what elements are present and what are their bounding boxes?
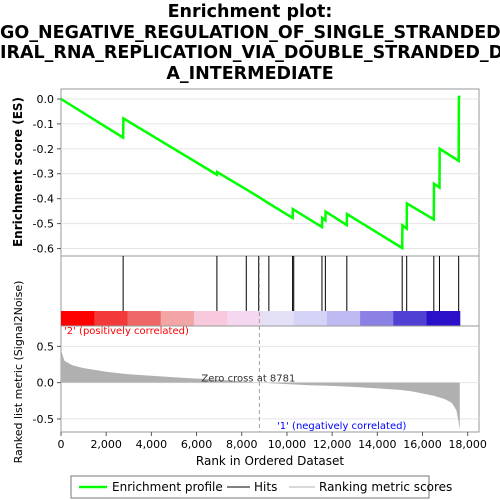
legend-metric-label: Ranking metric scores — [319, 480, 452, 494]
heat-segment — [426, 311, 461, 326]
es-axis-label: Enrichment score (ES) — [11, 97, 25, 247]
zero-cross-label: Zero cross at 8781 — [201, 374, 295, 385]
metric-tick-label: 0.5 — [37, 340, 55, 353]
legend-profile-label: Enrichment profile — [112, 480, 223, 494]
heat-segment — [193, 311, 228, 326]
positive-correlated-label: '2' (positively correlated) — [64, 326, 189, 337]
chart-title-line-1: Enrichment plot: — [167, 2, 333, 22]
es-panel: 0.0 -0.1 -0.2 -0.3 -0.4 -0.5 -0.6 — [33, 88, 480, 257]
ranking-heat-bar — [61, 311, 461, 326]
x-tick-label: 0 — [58, 438, 65, 451]
heat-segment — [393, 311, 428, 326]
metric-panel-frame — [60, 325, 480, 433]
x-tick-label: 8,000 — [226, 438, 258, 451]
chart-title-line-4: A_INTERMEDIATE — [166, 63, 334, 84]
metric-y-axis: 0.5 0.0 -0.5 — [33, 340, 61, 426]
x-tick-label: 10,000 — [268, 438, 307, 451]
x-tick-label: 18,000 — [448, 438, 487, 451]
x-tick-label: 6,000 — [181, 438, 213, 451]
metric-tick-label: 0.0 — [37, 377, 55, 390]
x-tick-label: 4,000 — [136, 438, 168, 451]
enrichment-profile-line — [60, 95, 461, 251]
legend-hits-label: Hits — [254, 480, 277, 494]
x-tick-label: 2,000 — [90, 438, 122, 451]
x-tick-label: 12,000 — [313, 438, 352, 451]
es-panel-frame — [60, 88, 480, 257]
heat-segment — [293, 311, 328, 326]
hits-panel — [60, 255, 480, 327]
x-tick-label: 14,000 — [358, 438, 397, 451]
es-tick-label: -0.1 — [33, 118, 54, 131]
es-tick-label: -0.3 — [33, 168, 54, 181]
heat-segment — [94, 311, 128, 326]
es-tick-label: -0.6 — [33, 243, 54, 256]
heat-segment — [160, 311, 195, 326]
es-tick-label: -0.2 — [33, 143, 54, 156]
legend: Enrichment profile Hits Ranking metric s… — [70, 475, 452, 499]
chart-title-line-2: GO_NEGATIVE_REGULATION_OF_SINGLE_STRANDE… — [0, 22, 500, 43]
heat-segment — [227, 311, 261, 326]
metric-axis-label: Ranked list metric (Signal2Noise) — [12, 281, 25, 464]
chart-title: Enrichment plot: GO_NEGATIVE_REGULATION_… — [0, 2, 500, 84]
es-grid — [61, 98, 479, 250]
es-tick-label: 0.0 — [37, 93, 55, 106]
heat-segment — [61, 311, 95, 326]
es-tick-label: -0.4 — [33, 193, 54, 206]
es-y-axis: 0.0 -0.1 -0.2 -0.3 -0.4 -0.5 -0.6 — [33, 93, 61, 256]
heat-segment — [360, 311, 394, 326]
chart-title-line-3: IRAL_RNA_REPLICATION_VIA_DOUBLE_STRANDED… — [0, 43, 500, 63]
heat-segment — [326, 311, 361, 326]
x-tick-label: 16,000 — [403, 438, 442, 451]
metric-panel: Zero cross at 8781 '2' (positively corre… — [33, 256, 480, 433]
negative-correlated-label: '1' (negatively correlated) — [277, 421, 406, 432]
es-tick-label: -0.5 — [33, 218, 54, 231]
heat-segment — [260, 311, 295, 326]
x-axis: 0 2,000 4,000 6,000 8,000 10,000 12,000 14,000 1… — [58, 432, 487, 451]
metric-tick-label: -0.5 — [33, 413, 54, 426]
heat-segment — [127, 311, 162, 326]
hit-lines — [122, 256, 460, 311]
x-axis-label: Rank in Ordered Dataset — [196, 454, 344, 468]
